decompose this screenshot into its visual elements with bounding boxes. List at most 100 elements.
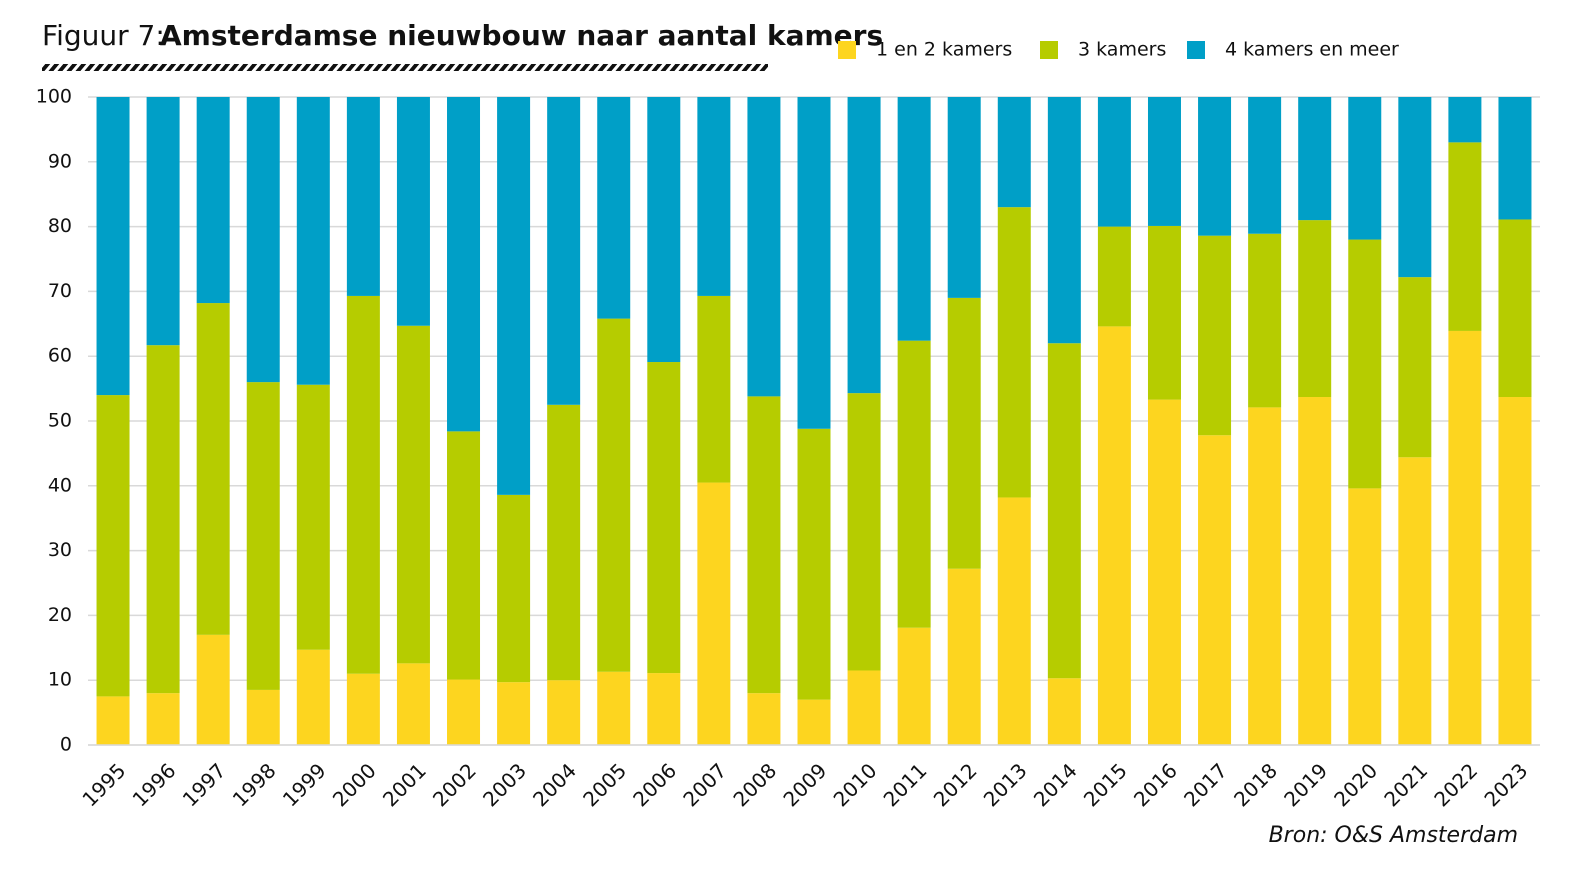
x-tick-label: 2002 — [428, 758, 481, 811]
bar-segment — [847, 670, 881, 745]
bar-segment — [1047, 343, 1081, 679]
bar-segment — [246, 97, 280, 383]
bar-segment — [447, 431, 481, 680]
bar-segment — [1448, 330, 1482, 745]
y-tick-label: 90 — [48, 150, 72, 172]
y-tick-label: 40 — [48, 474, 72, 496]
x-tick-label: 2009 — [778, 758, 831, 811]
x-tick-label: 2004 — [528, 758, 581, 811]
legend-swatch — [1187, 41, 1205, 59]
bar-segment — [497, 682, 531, 745]
legend-swatch — [838, 41, 856, 59]
y-tick-label: 20 — [48, 604, 72, 626]
bar-segment — [547, 97, 581, 405]
legend-label: 1 en 2 kamers — [876, 39, 1012, 61]
bar-segment — [1448, 97, 1482, 143]
bar-segment — [497, 494, 531, 683]
y-tick-label: 50 — [48, 410, 72, 432]
bar-segment — [747, 97, 781, 397]
bar-segment — [897, 340, 931, 628]
x-tick-label: 2019 — [1279, 758, 1332, 811]
x-tick-label: 1998 — [228, 758, 281, 811]
x-tick-label: 2014 — [1029, 758, 1082, 811]
x-tick-label: 1996 — [128, 758, 181, 811]
bar-segment — [1198, 97, 1232, 236]
bar-segment — [597, 671, 631, 745]
bar-segment — [396, 97, 430, 326]
bar-segment — [1498, 219, 1532, 398]
bar-segment — [1147, 97, 1181, 226]
x-tick-label: 2005 — [578, 758, 631, 811]
bar-segment — [346, 97, 380, 296]
bar-segment — [997, 97, 1031, 208]
bar-segment — [196, 303, 230, 635]
bar-segment — [1298, 397, 1332, 745]
source: Bron: O&S Amsterdam — [1269, 823, 1518, 848]
bar-segment — [1198, 235, 1232, 436]
x-tick-label: 2016 — [1129, 758, 1182, 811]
legend-swatch — [1040, 41, 1058, 59]
bar-segment — [1398, 457, 1432, 745]
y-tick-label: 100 — [36, 86, 72, 108]
bar-segment — [697, 482, 731, 745]
bar-segment — [647, 362, 681, 674]
y-tick-label: 0 — [60, 734, 72, 756]
bar-segment — [296, 649, 330, 745]
x-tick-label: 1999 — [278, 758, 331, 811]
bar-segment — [96, 395, 130, 697]
bar-segment — [396, 325, 430, 664]
bar-segment — [947, 297, 981, 569]
bar-segment — [1198, 435, 1232, 745]
bar-segment — [346, 295, 380, 674]
bar-segment — [96, 97, 130, 396]
bar-segment — [296, 384, 330, 650]
bar-segment — [747, 693, 781, 745]
bar-segment — [1398, 277, 1432, 458]
bar-segment — [96, 696, 130, 745]
bar-segment — [1147, 399, 1181, 745]
bar-segment — [396, 663, 430, 745]
bar-segment — [1248, 97, 1282, 234]
x-tick-label: 2012 — [929, 758, 982, 811]
bar-segment — [497, 97, 531, 495]
bar-segment — [1147, 225, 1181, 400]
bar-segment — [196, 97, 230, 304]
bar-segment — [897, 627, 931, 745]
bar-segment — [146, 693, 180, 745]
bar-segment — [947, 568, 981, 745]
bar-segment — [747, 396, 781, 694]
x-tick-label: 2010 — [829, 758, 882, 811]
bar-segment — [1097, 97, 1131, 227]
x-tick-label: 2008 — [728, 758, 781, 811]
x-tick-label: 1995 — [77, 758, 130, 811]
bar-segment — [1097, 326, 1131, 745]
bar-segment — [1348, 488, 1382, 745]
legend-label: 4 kamers en meer — [1225, 39, 1399, 61]
bar-segment — [547, 404, 581, 681]
bar-segment — [597, 97, 631, 319]
bar-segment — [1498, 97, 1532, 220]
x-tick-label: 2020 — [1329, 758, 1382, 811]
bar-segment — [697, 295, 731, 483]
x-tick-label: 2015 — [1079, 758, 1132, 811]
bar-segment — [1248, 233, 1282, 408]
x-tick-label: 2013 — [979, 758, 1032, 811]
bar-segment — [697, 97, 731, 296]
bar-segment — [647, 97, 681, 363]
bar-segment — [246, 689, 280, 745]
bar-segment — [547, 680, 581, 745]
x-tick-label: 2022 — [1429, 758, 1482, 811]
bar-segment — [797, 428, 831, 700]
bar-segment — [1398, 97, 1432, 278]
y-tick-label: 60 — [48, 345, 72, 367]
bar-segment — [1348, 97, 1382, 240]
x-tick-label: 2011 — [879, 758, 932, 811]
chart-title: Amsterdamse nieuwbouw naar aantal kamers — [160, 19, 883, 52]
bar-segment — [1298, 220, 1332, 398]
bar-segment — [847, 97, 881, 394]
bar-segment — [897, 97, 931, 341]
x-tick-label: 2007 — [678, 758, 731, 811]
bar-segment — [1047, 678, 1081, 745]
y-tick-label: 70 — [48, 280, 72, 302]
